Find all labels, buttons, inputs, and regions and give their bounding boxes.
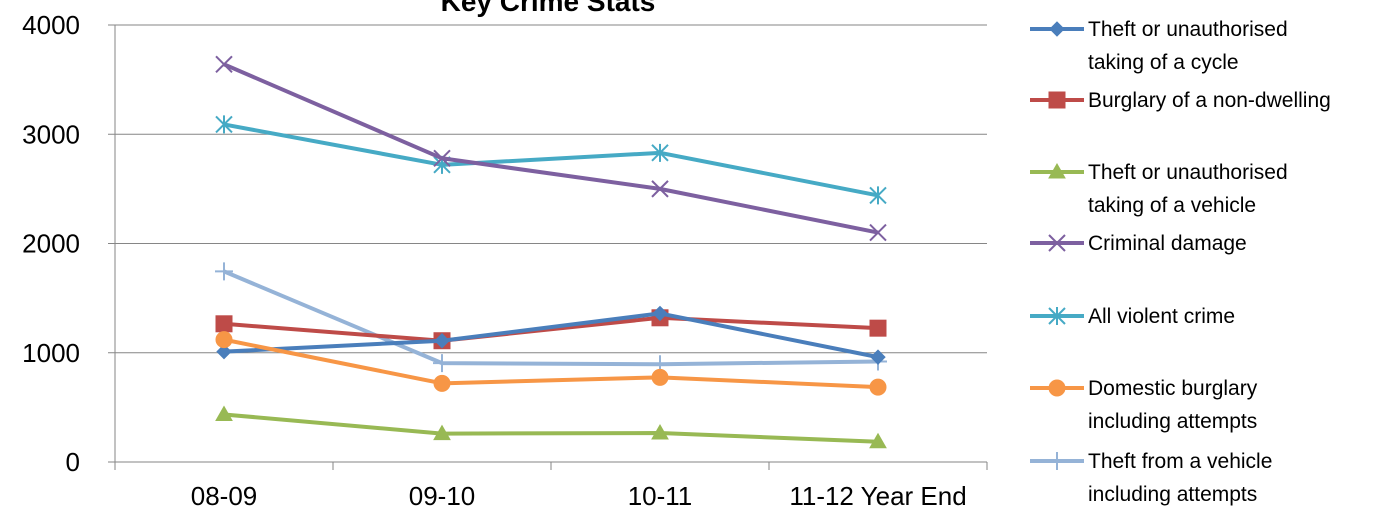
legend-item: Theft or unauthorised taking of a cycle (1030, 18, 1288, 74)
data-point-marker (1048, 234, 1066, 252)
series-group (216, 305, 886, 365)
x-tick-label: 09-10 (409, 481, 476, 511)
data-point-marker (215, 55, 233, 74)
legend-label: taking of a vehicle (1088, 194, 1256, 217)
data-point-marker (433, 354, 451, 373)
data-point-marker (1049, 21, 1065, 37)
y-tick-label: 4000 (22, 10, 80, 40)
series-line (223, 315, 879, 343)
series-line (223, 269, 879, 367)
series-group (215, 115, 887, 205)
series-layer (215, 55, 887, 449)
series-line (223, 337, 879, 390)
legend-item: Theft or unauthorised taking of a vehicle (1030, 161, 1288, 217)
data-point-marker (1048, 452, 1066, 470)
data-point-marker (651, 368, 669, 386)
legend-item: Burglary of a non-dwelling (1030, 89, 1331, 112)
data-point-marker (652, 305, 668, 322)
legend: Theft or unauthorised taking of a cycle Bu… (1030, 18, 1331, 506)
y-tick-label: 3000 (22, 119, 80, 149)
legend-label: including attempts (1088, 410, 1257, 433)
series-line (223, 62, 879, 235)
legend-label: including attempts (1088, 483, 1257, 506)
series-group (215, 331, 887, 396)
data-point-marker (651, 143, 669, 162)
x-tick-label: 10-11 (628, 481, 693, 511)
x-tick-label: 08-09 (191, 481, 258, 511)
legend-item: All violent crime (1030, 305, 1235, 328)
data-point-marker (215, 262, 233, 281)
y-tick-label: 1000 (22, 338, 80, 368)
legend-label: Theft or unauthorised (1088, 161, 1288, 184)
data-point-marker (1048, 307, 1066, 325)
data-point-marker (869, 319, 887, 337)
data-point-marker (869, 223, 887, 242)
data-point-marker (433, 424, 451, 441)
data-point-marker (433, 149, 451, 167)
legend-label: taking of a cycle (1088, 51, 1239, 74)
legend-label: Criminal damage (1088, 232, 1247, 255)
data-point-marker (434, 333, 450, 349)
x-tick-label: 11-12 Year End (789, 481, 966, 511)
series-group (215, 55, 887, 242)
y-tick-label: 0 (66, 447, 80, 477)
legend-item: Domestic burglary including attempts (1030, 377, 1258, 433)
data-point-marker (215, 315, 233, 333)
data-point-marker (869, 432, 887, 449)
data-point-marker (1048, 91, 1066, 109)
data-point-marker (1048, 379, 1066, 397)
series-group (215, 309, 887, 350)
legend-item: Theft from a vehicle including attempts (1030, 450, 1272, 506)
data-point-marker (869, 378, 887, 396)
legend-item: Criminal damage (1030, 232, 1247, 255)
data-point-marker (870, 349, 886, 365)
data-point-marker (215, 115, 233, 134)
legend-label: Theft from a vehicle (1088, 450, 1272, 473)
series-line (223, 122, 879, 198)
data-point-marker (651, 424, 669, 440)
legend-label: Burglary of a non-dwelling (1088, 89, 1331, 112)
data-point-marker (216, 343, 232, 360)
data-point-marker (869, 186, 887, 205)
legend-label: Domestic burglary (1088, 377, 1258, 400)
data-point-marker (215, 331, 233, 349)
series-line (223, 412, 879, 444)
gridlines (115, 24, 987, 354)
y-tick-label: 2000 (22, 229, 80, 259)
data-point-marker (215, 405, 233, 421)
series-line (223, 311, 879, 360)
series-group (215, 405, 887, 449)
chart-title: Key Crime Stats (441, 0, 656, 17)
legend-label: All violent crime (1088, 305, 1235, 328)
axes: 0 1000 2000 3000 4000 08-09 09-10 10-11 11-12 Ye… (22, 10, 988, 511)
legend-label: Theft or unauthorised (1088, 18, 1288, 41)
data-point-marker (651, 180, 669, 198)
data-point-marker (433, 374, 451, 392)
data-point-marker (1048, 162, 1066, 179)
